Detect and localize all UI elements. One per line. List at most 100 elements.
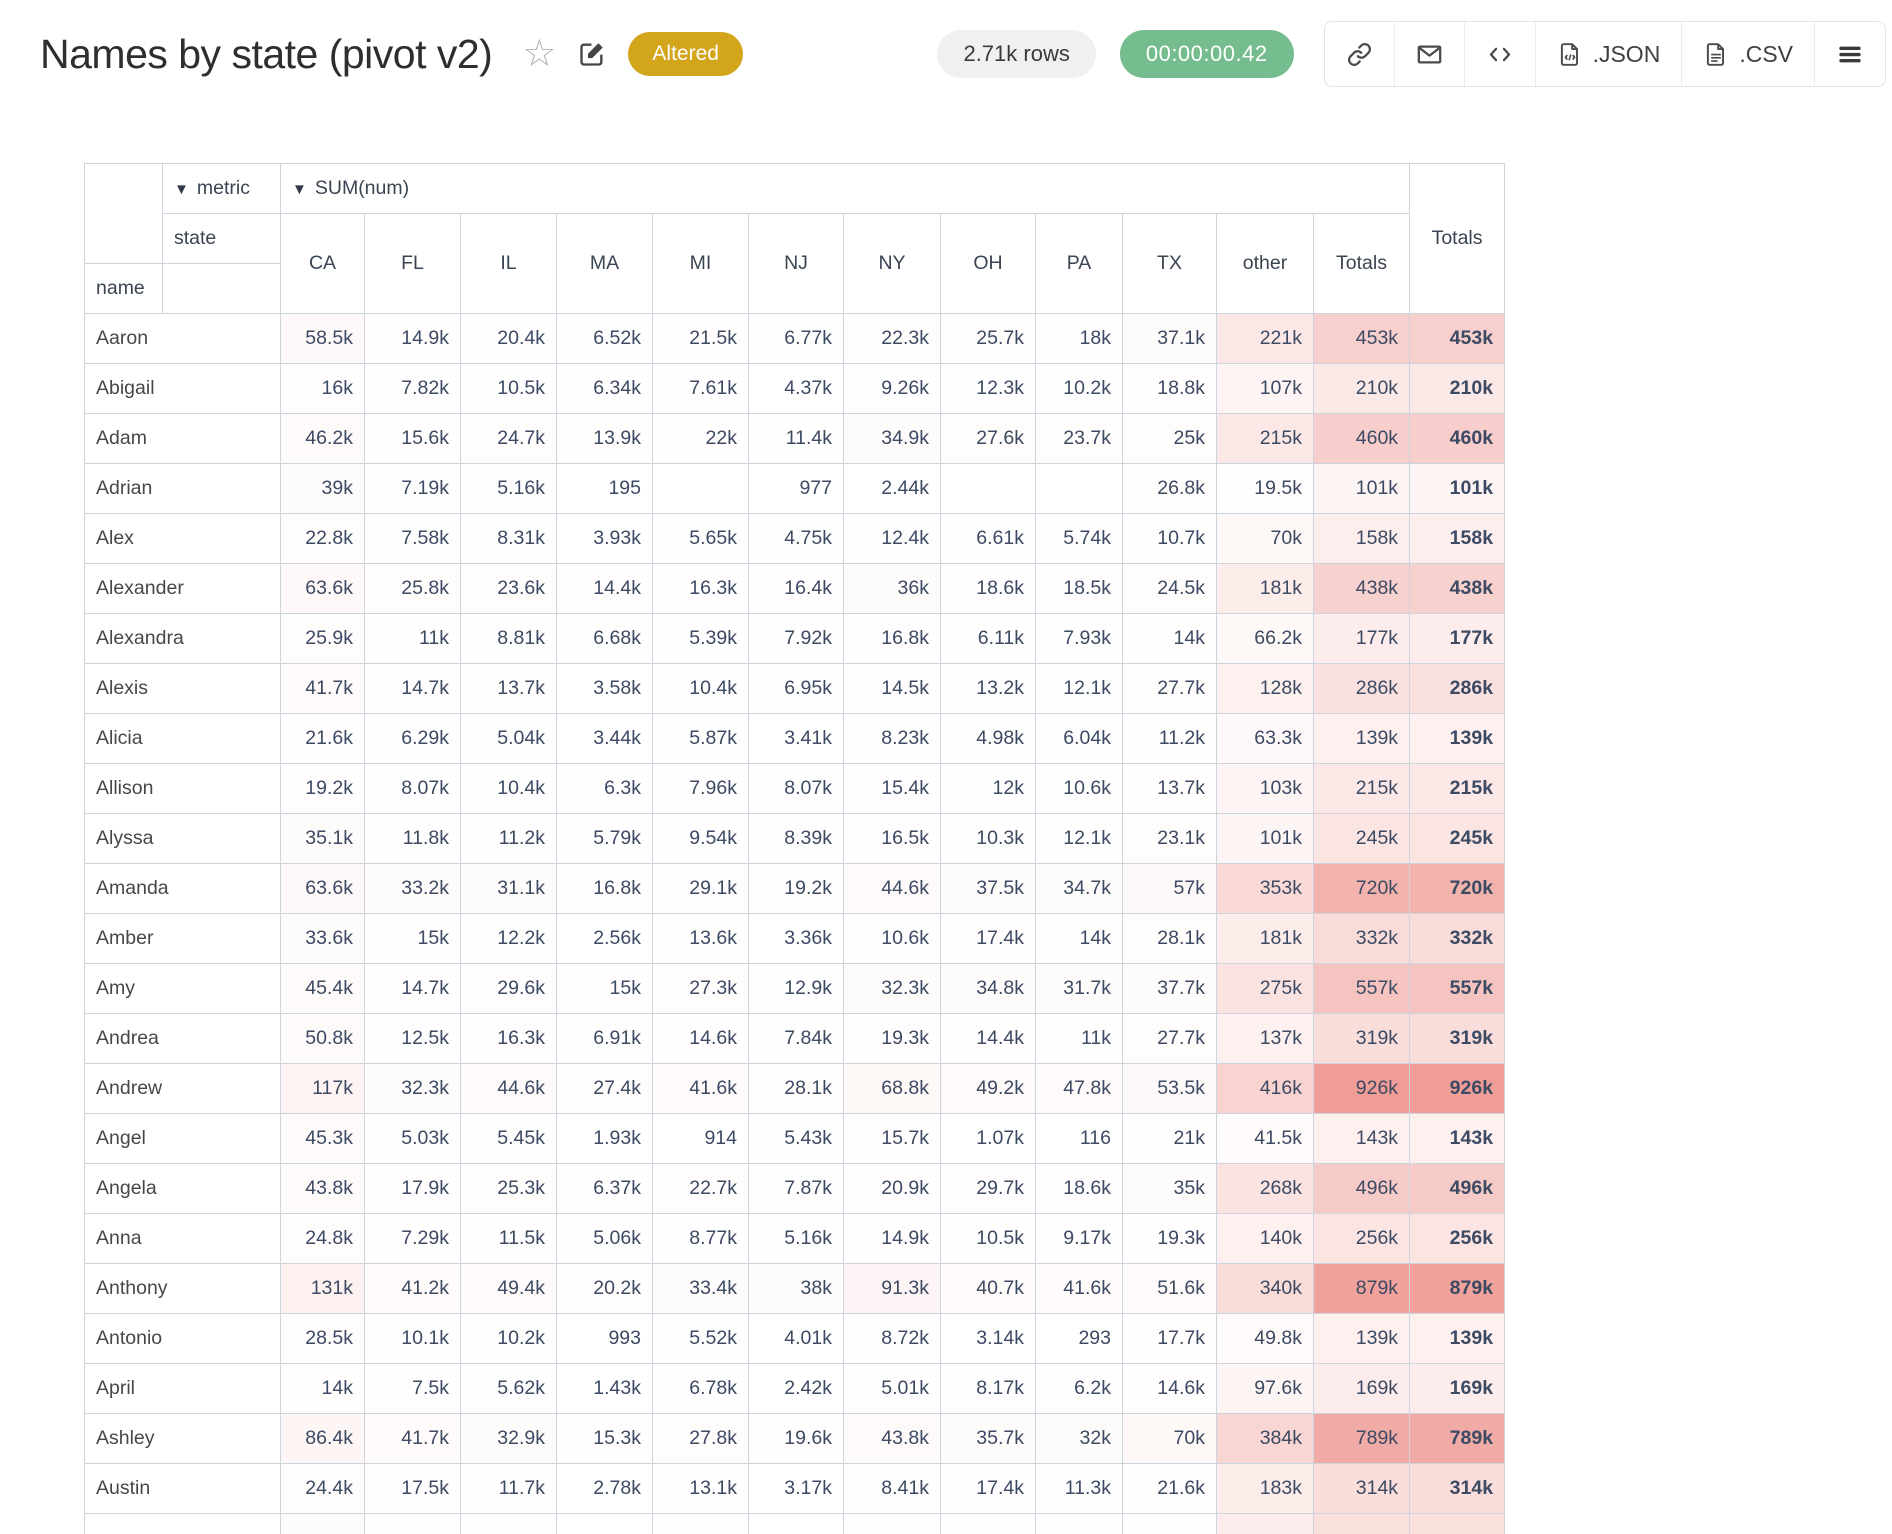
grand-total-cell: 169k [1409,1363,1506,1414]
pivot-table: ▼ metric ▼ SUM(num) Totals state CA FL IL MA MI NJ N… [84,163,1506,1534]
code-icon [1486,41,1514,68]
value-cell [1122,1513,1217,1534]
value-cell: 14k [1122,613,1217,664]
row-name-cell: Alexander [84,563,281,614]
metric-collapse-header: ▼ metric [162,163,281,214]
row-name-cell: Allison [84,763,281,814]
value-cell: 183k [1216,1463,1314,1514]
value-cell: 13.7k [460,663,557,714]
value-cell: 5.65k [652,513,749,564]
value-cell: 57k [1122,863,1217,914]
value-cell: 353k [1216,863,1314,914]
row-name-cell: Abigail [84,363,281,414]
table-row: Alexandra 25.9k 11k 8.81k 6.68k 5.39k 7.92k 16.… [84,613,1506,664]
code-button[interactable] [1463,22,1535,86]
value-cell: 143k [1312,1113,1411,1164]
value-cell: 101k [1216,813,1314,864]
value-cell: 5.06k [556,1213,653,1264]
row-name-cell: Aaron [84,313,281,364]
value-cell: 20.4k [460,313,557,364]
star-icon[interactable]: ☆ [522,33,557,75]
table-row: Ashley 86.4k 41.7k 32.9k 15.3k 27.8k 19.6k 43.8… [84,1413,1506,1464]
value-cell: 14.9k [843,1213,941,1264]
value-cell: 926k [1312,1063,1411,1114]
value-cell: 17.9k [364,1163,461,1214]
value-cell: 47.8k [1035,1063,1123,1114]
value-cell: 107k [1216,363,1314,414]
value-cell: 1.07k [940,1113,1036,1164]
topbar: Names by state (pivot v2) ☆ Altered 2.71… [40,20,1886,88]
value-cell: 10.5k [460,363,557,414]
value-cell [556,1513,653,1534]
value-cell [652,1513,749,1534]
sum-collapse-icon[interactable]: ▼ [292,180,307,198]
value-cell: 86.4k [280,1413,365,1464]
grand-total-cell: 139k [1409,713,1506,764]
edit-icon[interactable] [578,40,606,68]
grand-total-cell: 245k [1409,813,1506,864]
value-cell: 7.96k [652,763,749,814]
value-cell: 14.9k [364,313,461,364]
value-cell: 16.4k [748,563,844,614]
value-cell: 8.39k [748,813,844,864]
menu-button[interactable] [1814,22,1885,86]
row-count-badge: 2.71k rows [937,29,1096,79]
grand-total-cell: 210k [1409,363,1506,414]
value-cell: 32.9k [460,1413,557,1464]
value-cell: 10.4k [652,663,749,714]
value-cell: 5.74k [1035,513,1123,564]
value-cell: 41.6k [652,1063,749,1114]
value-cell: 5.45k [460,1113,557,1164]
value-cell: 19.5k [1216,463,1314,514]
value-cell: 32.3k [843,963,941,1014]
grand-total-cell: 789k [1409,1413,1506,1464]
value-cell: 5.62k [460,1363,557,1414]
value-cell: 16.8k [556,863,653,914]
row-name-cell: Ashley [84,1413,281,1464]
row-name-cell: Alex [84,513,281,564]
value-cell: 6.91k [556,1013,653,1064]
value-cell: 33.4k [652,1263,749,1314]
table-row: Allison 19.2k 8.07k 10.4k 6.3k 7.96k 8.07k 15.4… [84,763,1506,814]
row-name-cell: Amber [84,913,281,964]
value-cell: 46.2k [280,413,365,464]
value-cell: 43.8k [280,1163,365,1214]
value-cell: 35.7k [940,1413,1036,1464]
value-cell: 27.8k [652,1413,749,1464]
value-cell: 9.17k [1035,1213,1123,1264]
value-cell: 41.2k [364,1263,461,1314]
value-cell: 1.93k [556,1113,653,1164]
grand-total-cell: 926k [1409,1063,1506,1114]
table-row: Andrew 117k 32.3k 44.6k 27.4k 41.6k 28.1k 68.8k… [84,1063,1506,1114]
value-cell: 3.36k [748,913,844,964]
value-cell: 139k [1312,713,1411,764]
value-cell: 21.5k [652,313,749,364]
value-cell: 44.6k [460,1063,557,1114]
file-json-icon [1557,41,1583,68]
export-json-button[interactable]: .JSON [1534,22,1682,86]
value-cell: 7.87k [748,1163,844,1214]
value-cell: 10.7k [1122,513,1217,564]
value-cell: 13.6k [652,913,749,964]
table-row: Amber 33.6k 15k 12.2k 2.56k 13.6k 3.36k 10.6k 17… [84,913,1506,964]
metric-collapse-icon[interactable]: ▼ [174,180,189,198]
link-button[interactable] [1324,22,1394,86]
value-cell: 8.81k [460,613,557,664]
sum-num-header: ▼ SUM(num) [279,163,1411,214]
grand-total-cell: 286k [1409,663,1506,714]
mail-button[interactable] [1393,22,1464,86]
value-cell: 3.58k [556,663,653,714]
export-csv-button[interactable]: .CSV [1681,22,1814,86]
value-cell: 5.16k [460,463,557,514]
value-cell: 24.8k [280,1213,365,1264]
table-row: Alex 22.8k 7.58k 8.31k 3.93k 5.65k 4.75k 12.4k 6… [84,513,1506,564]
row-name-cell: Anthony [84,1263,281,1314]
value-cell: 45.4k [280,963,365,1014]
value-cell: 14.4k [556,563,653,614]
grand-total-cell: 256k [1409,1213,1506,1264]
value-cell: 5.03k [364,1113,461,1164]
row-name-cell [84,1513,281,1534]
value-cell: 215k [1312,763,1411,814]
value-cell: 12.5k [364,1013,461,1064]
row-name-cell: Anna [84,1213,281,1264]
